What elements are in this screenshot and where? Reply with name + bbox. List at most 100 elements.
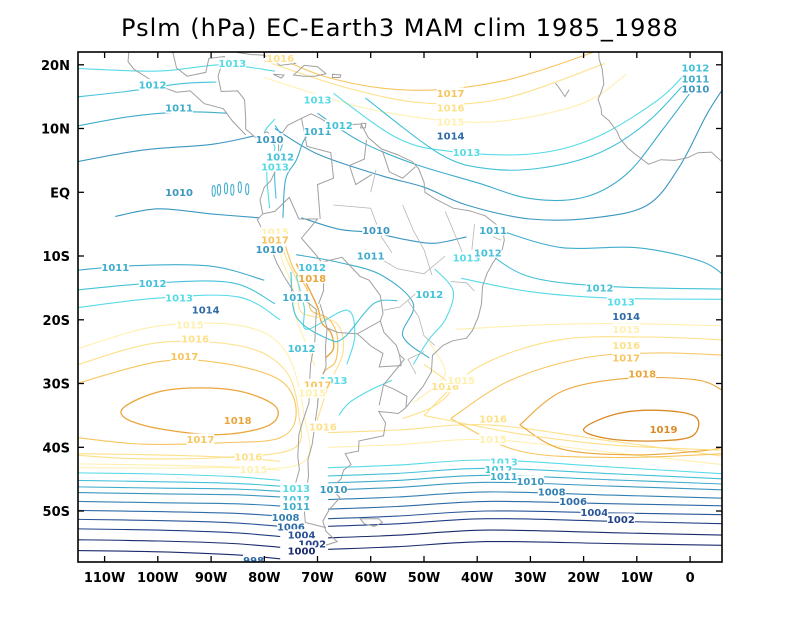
contour-label: 1012 [139,81,167,92]
border-colombia [301,118,335,220]
isobar-1011 [317,85,696,201]
contour-label-bg [298,272,326,284]
isobar-1012 [290,271,398,343]
isobar-1013 [78,64,275,72]
contour-label: 1011 [490,472,518,483]
isobar-1017 [78,359,297,445]
contour-label: 1012 [586,283,614,294]
axis-ticks: 20N 10N EQ 10S 20S 30S 40S 50S 110W 100W 90W 80W 70W… [41,52,722,586]
isobar-1010 [78,492,281,498]
contour-label-bg [516,475,545,487]
lon-tick-label: 90W [195,571,227,586]
isobar-1011 [78,486,281,492]
contour-label-bg [447,374,475,386]
contour-label-bg [612,352,640,363]
isobar-1010 [328,481,722,491]
contour-label-bg [277,520,305,532]
contour-label: 1015 [479,435,507,446]
cape-verde [555,82,570,98]
isobar-1002 [328,518,722,527]
isobar-1000 [78,539,281,548]
lon-tick-label: 60W [354,571,386,586]
lon-tick-label: 40W [461,571,493,586]
contour-label: 1015 [447,376,475,387]
contour-label: 1011 [101,263,129,274]
state-border [407,351,425,375]
contour-label: 1015 [176,320,204,331]
contour-label: 1016 [431,382,459,393]
contour-label: 1013 [261,162,289,173]
contour-label: 1016 [181,334,209,345]
contour-label: 1013 [165,294,193,305]
isobar-1016 [264,60,606,105]
contour-label: 1002 [607,515,635,526]
jamaica [273,73,286,79]
contour-label-bg [287,342,316,354]
isobar-1010 [78,135,254,163]
isobar-1004 [328,510,722,520]
contour-label: 1012 [266,153,294,164]
isobar-cell [216,183,222,196]
isobar-1010 [274,90,722,221]
contour-label: 998 [243,556,264,567]
lat-tick-label: 40S [43,441,70,456]
lat-tick-label: 50S [43,505,70,520]
lat-tick-label: 10N [41,123,70,138]
state-border [402,204,433,276]
contour-label: 1010 [320,485,348,496]
contour-label-bg [282,493,310,505]
border-guianas [381,150,416,179]
contour-label: 1016 [234,452,262,463]
isobar-1008 [328,491,722,501]
contour-label: 1015 [298,389,326,400]
contour-label: 1010 [165,188,193,199]
contour-label-bg [436,102,465,114]
isobar-1012 [78,280,276,305]
contour-label: 1013 [607,297,635,308]
contour-label-bg [303,125,332,137]
contour-label-bg [298,387,326,399]
contour-label: 1018 [628,369,656,380]
contour-label: 1013 [304,95,332,106]
isobar-1002 [78,528,281,538]
isobar-1018 [519,376,722,426]
contour-label-bg [261,160,289,172]
isobar-1013 [338,379,393,416]
contour-label: 1015 [240,465,268,476]
contour-label: 1013 [320,376,348,387]
contour-label: 1010 [516,477,544,488]
lon-tick-label: 0 [686,571,695,586]
state-border [471,224,475,250]
state-border [333,204,393,254]
contour-label: 1016 [612,341,640,352]
contour-label: 1014 [192,306,220,317]
contour-label-bg [537,485,566,497]
contour-label-bg [255,243,284,255]
contour-label-bg [681,72,710,84]
isobar-1012 [78,479,281,487]
contour-label: 1016 [437,104,465,115]
lat-tick-label: 30S [43,378,70,393]
isobar-1014 [467,310,728,313]
contour-label: 1017 [304,380,332,391]
isobar-1006 [328,500,722,510]
contour-label: 1012 [415,290,443,301]
contour-label-bg [101,261,130,273]
contour-label-bg [261,234,289,246]
isobar-1006 [78,509,281,517]
puerto-rico [331,73,342,78]
contour-label-bg [165,186,193,198]
contour-label: 1012 [288,344,316,355]
isobar-1013 [328,459,722,475]
isobar-1013 [295,274,356,365]
contour-label: 1000 [288,547,316,558]
border-venezuela [348,139,373,186]
central-america-pacific-coast [127,52,247,136]
contour-label-bg [612,323,640,335]
isobar-1017 [450,352,722,420]
contour-label-bg [580,506,609,518]
contour-label: 1011 [282,293,310,304]
contour-label-bg [479,413,507,425]
contour-label-bg [287,529,316,541]
border-bolivia [319,256,384,335]
